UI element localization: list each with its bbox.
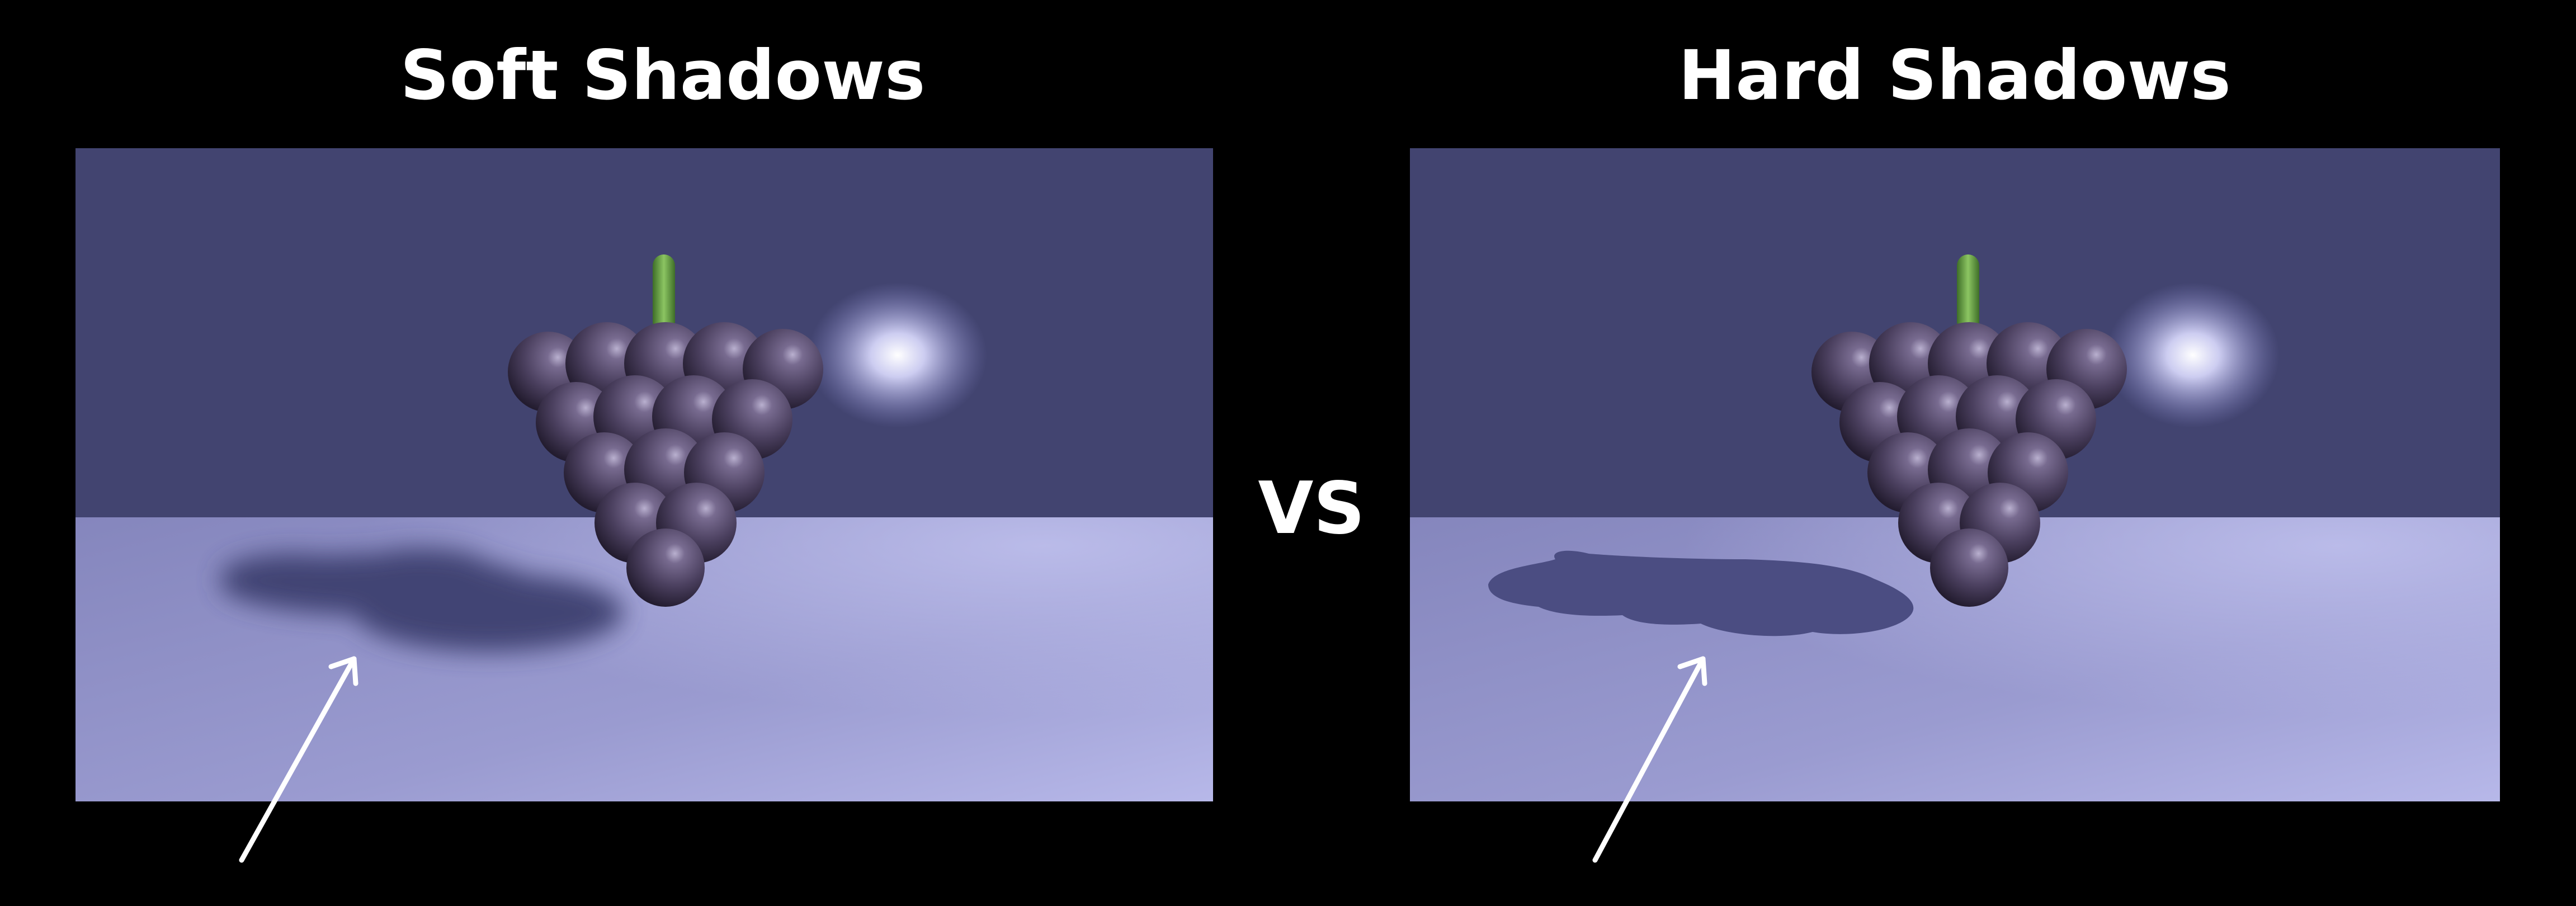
grape-bunch bbox=[1811, 322, 2127, 607]
hard-shadow-render bbox=[1410, 148, 2500, 801]
hard-shadows-title: Hard Shadows bbox=[1678, 36, 2231, 115]
soft-shadow-scene bbox=[76, 148, 1213, 801]
soft-shadow-render bbox=[76, 148, 1213, 801]
soft-shadow bbox=[221, 548, 624, 652]
light-source bbox=[2106, 282, 2280, 428]
hard-shadow bbox=[1488, 550, 1914, 636]
light-source bbox=[808, 282, 987, 428]
grape-bunch bbox=[508, 322, 823, 607]
grape-stem bbox=[1957, 254, 1979, 333]
vs-label: VS bbox=[1258, 467, 1365, 550]
grape-stem bbox=[653, 254, 675, 333]
soft-shadows-title: Soft Shadows bbox=[400, 36, 926, 115]
hard-shadow-scene bbox=[1410, 148, 2500, 801]
